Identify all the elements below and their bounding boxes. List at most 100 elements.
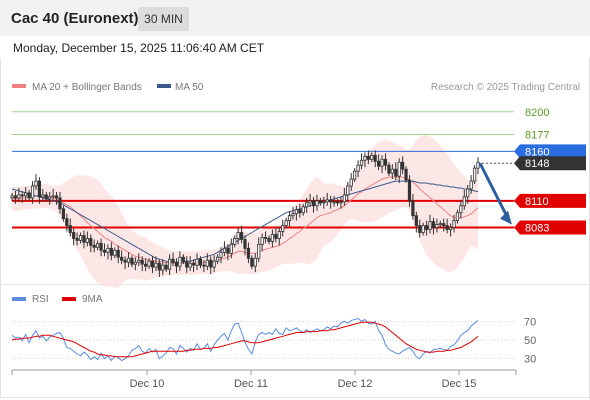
candle-body	[246, 247, 251, 259]
level-tag-label-8200: 8200	[525, 107, 549, 119]
candle-body	[274, 234, 278, 239]
x-axis-label: Dec 15	[442, 378, 477, 390]
candle	[188, 256, 192, 272]
level-tag-8148[interactable]: 8148	[514, 156, 586, 171]
bollinger-band	[12, 134, 478, 289]
candle-body	[394, 168, 398, 177]
candle	[253, 253, 257, 273]
candle	[455, 209, 460, 224]
candle	[294, 205, 298, 221]
candle-body	[346, 185, 350, 196]
level-tag-label-8177: 8177	[525, 130, 549, 142]
candle	[411, 193, 415, 220]
candle-body	[277, 231, 281, 239]
candle-body	[209, 259, 213, 268]
candle	[120, 250, 124, 265]
candle	[476, 157, 480, 175]
candle-body	[407, 179, 412, 202]
candle-body	[157, 262, 161, 271]
candle-body	[195, 258, 199, 266]
candle-body	[30, 185, 35, 199]
timeframe-button[interactable]: 30 MIN	[138, 7, 189, 31]
candle-body	[250, 257, 254, 267]
bollinger-band-area	[12, 134, 478, 289]
candle	[157, 259, 161, 278]
level-tag-bg-8083	[514, 220, 586, 235]
rsi-legend-swatch	[12, 297, 26, 301]
candle-body	[325, 199, 329, 203]
candle-body	[99, 242, 103, 251]
candle-body	[294, 209, 298, 215]
candle	[58, 191, 62, 214]
candle-body	[332, 201, 336, 204]
level-tag-label-8148: 8148	[525, 158, 549, 170]
candle	[281, 219, 285, 237]
candle	[346, 182, 350, 202]
level-tag-8110[interactable]: 8110	[514, 193, 586, 208]
rsi-ma-legend-swatch	[62, 297, 76, 301]
candle-body	[41, 194, 45, 198]
candle	[181, 254, 185, 265]
level-tag-8177[interactable]: 8177	[525, 130, 549, 142]
rsi-tick-50: 50	[524, 335, 536, 347]
candle	[466, 185, 470, 204]
candle	[61, 205, 65, 222]
candle-body	[37, 180, 42, 198]
candle-body	[335, 201, 340, 204]
candle	[363, 152, 367, 168]
candle-body	[10, 195, 14, 199]
candle-body	[281, 225, 285, 232]
candle-body	[472, 167, 477, 182]
level-tag-8200[interactable]: 8200	[525, 107, 549, 119]
candle-body	[476, 161, 480, 169]
candle-body	[58, 197, 62, 210]
ma20-legend-label: MA 20 + Bollinger Bands	[32, 82, 142, 93]
candle-body	[120, 256, 124, 261]
candle	[185, 256, 189, 274]
candle	[109, 242, 113, 261]
candle-body	[329, 199, 333, 203]
candle	[236, 227, 240, 245]
candle-body	[226, 247, 230, 254]
level-tag-8160[interactable]: 8160	[514, 144, 586, 159]
candle	[123, 256, 127, 270]
candle-body	[96, 242, 100, 248]
candle	[192, 259, 196, 273]
candle	[68, 218, 72, 237]
ma50-legend-label: MA 50	[175, 82, 204, 93]
candle	[462, 189, 466, 210]
candle	[380, 155, 384, 174]
candle-body	[260, 237, 264, 245]
candle	[209, 256, 213, 275]
candle	[233, 235, 237, 248]
candle	[438, 220, 442, 228]
candle-body	[78, 235, 83, 241]
candle-body	[192, 262, 196, 266]
candle	[418, 219, 422, 238]
candle	[20, 190, 24, 203]
candle-body	[353, 170, 357, 180]
rsi-panel: 70 50 30	[11, 316, 536, 366]
candle	[171, 252, 175, 267]
rsi-ma-legend-label: 9MA	[82, 294, 103, 305]
candle-body	[356, 164, 360, 172]
candle	[472, 165, 477, 185]
x-axis: Dec 10 Dec 11 Dec 12 Dec 15	[11, 369, 517, 390]
candle-body	[164, 264, 168, 270]
candle	[130, 255, 134, 268]
candle	[154, 256, 158, 272]
candle	[147, 258, 151, 270]
candle	[339, 196, 343, 209]
candle-body	[342, 194, 346, 203]
candle-body	[161, 264, 165, 271]
candle-body	[387, 164, 391, 174]
candle-body	[222, 247, 227, 253]
candle-body	[270, 234, 275, 242]
candle-body	[349, 178, 353, 187]
level-tag-8083[interactable]: 8083	[514, 220, 586, 235]
candle	[383, 153, 388, 171]
candle-body	[123, 259, 127, 263]
candle	[284, 217, 288, 229]
candle	[161, 259, 165, 276]
